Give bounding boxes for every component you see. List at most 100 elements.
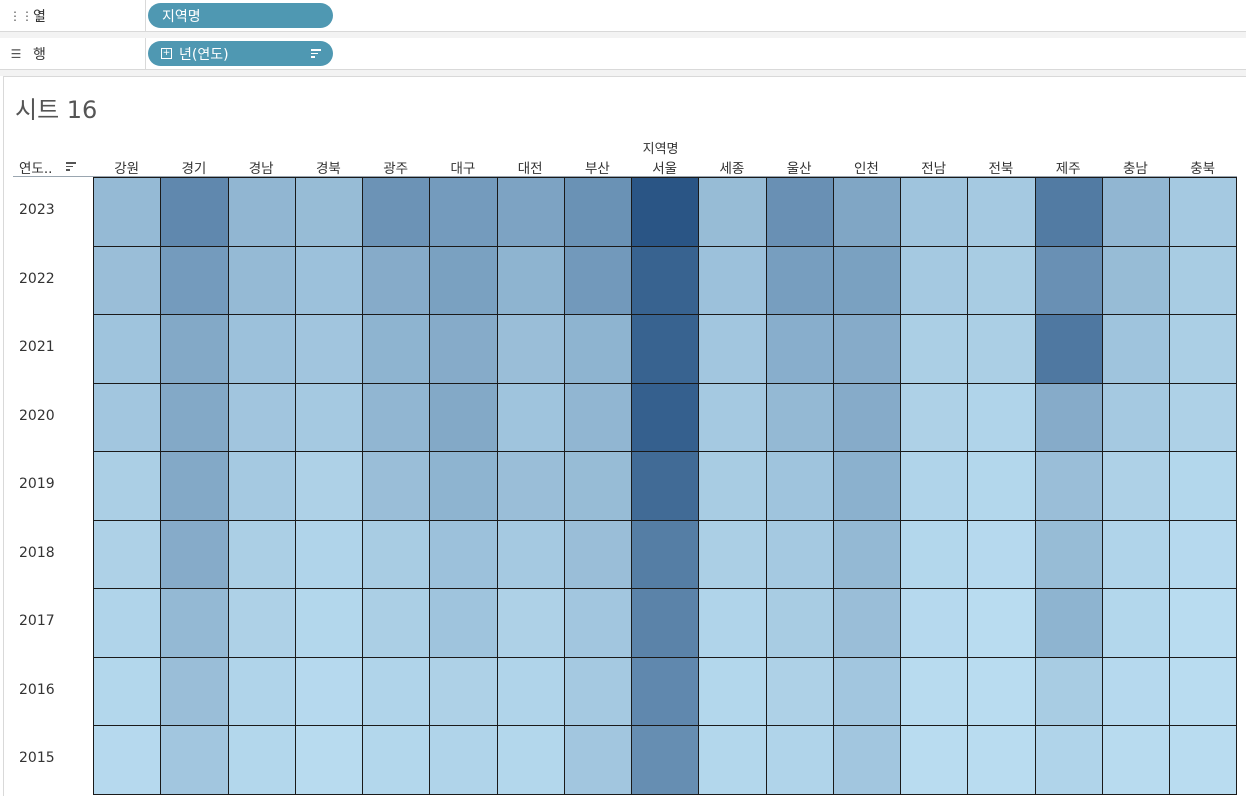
- heatmap-cell[interactable]: [496, 451, 565, 521]
- heatmap-cell[interactable]: [1101, 519, 1170, 589]
- heatmap-cell[interactable]: [429, 588, 498, 658]
- heatmap-cell[interactable]: [496, 588, 565, 658]
- row-header-field[interactable]: 연도..: [19, 157, 52, 177]
- heatmap-cell[interactable]: [294, 314, 363, 384]
- heatmap-cell[interactable]: [429, 314, 498, 384]
- heatmap-cell[interactable]: [429, 451, 498, 521]
- heatmap-cell[interactable]: [1169, 245, 1238, 315]
- heatmap-cell[interactable]: [832, 451, 901, 521]
- column-header[interactable]: 전남: [921, 161, 947, 177]
- heatmap-cell[interactable]: [967, 245, 1036, 315]
- heatmap-cell[interactable]: [496, 519, 565, 589]
- heatmap-cell[interactable]: [362, 656, 431, 726]
- heatmap-cell[interactable]: [294, 382, 363, 452]
- heatmap-cell[interactable]: [362, 451, 431, 521]
- heatmap-cell[interactable]: [294, 656, 363, 726]
- heatmap-cell[interactable]: [1034, 725, 1103, 795]
- column-header[interactable]: 충남: [1122, 161, 1148, 177]
- column-header[interactable]: 경기: [181, 161, 207, 177]
- heatmap-cell[interactable]: [698, 656, 767, 726]
- heatmap-cell[interactable]: [765, 314, 834, 384]
- heatmap-cell[interactable]: [900, 382, 969, 452]
- column-header[interactable]: 인천: [853, 161, 879, 177]
- heatmap-cell[interactable]: [496, 725, 565, 795]
- heatmap-cell[interactable]: [967, 314, 1036, 384]
- heatmap-cell[interactable]: [967, 177, 1036, 247]
- heatmap-cell[interactable]: [832, 314, 901, 384]
- heatmap-cell[interactable]: [160, 314, 229, 384]
- column-header[interactable]: 울산: [786, 161, 812, 177]
- heatmap-cell[interactable]: [429, 177, 498, 247]
- heatmap-cell[interactable]: [765, 451, 834, 521]
- heatmap-cell[interactable]: [93, 656, 162, 726]
- heatmap-cell[interactable]: [563, 177, 632, 247]
- column-header[interactable]: 부산: [584, 161, 610, 177]
- heatmap-cell[interactable]: [631, 656, 700, 726]
- heatmap-cell[interactable]: [362, 725, 431, 795]
- row-header[interactable]: 2017: [19, 613, 55, 630]
- rows-pill[interactable]: + 년(연도): [148, 41, 333, 66]
- column-header[interactable]: 대구: [450, 161, 476, 177]
- row-header[interactable]: 2023: [19, 202, 55, 219]
- heatmap-cell[interactable]: [631, 588, 700, 658]
- heatmap-cell[interactable]: [563, 451, 632, 521]
- heatmap-cell[interactable]: [832, 177, 901, 247]
- heatmap-cell[interactable]: [93, 177, 162, 247]
- heatmap-cell[interactable]: [631, 245, 700, 315]
- heatmap-cell[interactable]: [1169, 451, 1238, 521]
- heatmap-cell[interactable]: [1169, 725, 1238, 795]
- heatmap-cell[interactable]: [1101, 245, 1170, 315]
- heatmap-cell[interactable]: [1034, 177, 1103, 247]
- heatmap-cell[interactable]: [1034, 382, 1103, 452]
- heatmap-cell[interactable]: [294, 177, 363, 247]
- heatmap-cell[interactable]: [967, 382, 1036, 452]
- heatmap-cell[interactable]: [93, 588, 162, 658]
- heatmap-cell[interactable]: [362, 588, 431, 658]
- heatmap-cell[interactable]: [227, 177, 296, 247]
- heatmap-cell[interactable]: [832, 382, 901, 452]
- columns-pill[interactable]: 지역명: [148, 3, 333, 28]
- heatmap-cell[interactable]: [227, 245, 296, 315]
- heatmap-cell[interactable]: [93, 245, 162, 315]
- row-header[interactable]: 2016: [19, 681, 55, 698]
- heatmap-cell[interactable]: [496, 314, 565, 384]
- heatmap-cell[interactable]: [93, 725, 162, 795]
- heatmap-cell[interactable]: [160, 656, 229, 726]
- heatmap-cell[interactable]: [227, 588, 296, 658]
- heatmap-cell[interactable]: [1101, 177, 1170, 247]
- heatmap-cell[interactable]: [765, 382, 834, 452]
- heatmap-cell[interactable]: [1034, 588, 1103, 658]
- heatmap-cell[interactable]: [698, 177, 767, 247]
- heatmap-cell[interactable]: [294, 245, 363, 315]
- heatmap-cell[interactable]: [698, 725, 767, 795]
- heatmap-cell[interactable]: [294, 519, 363, 589]
- heatmap-cell[interactable]: [631, 382, 700, 452]
- heatmap-cell[interactable]: [429, 725, 498, 795]
- heatmap-cell[interactable]: [160, 177, 229, 247]
- heatmap-cell[interactable]: [1034, 519, 1103, 589]
- heatmap-cell[interactable]: [563, 314, 632, 384]
- heatmap-cell[interactable]: [631, 725, 700, 795]
- heatmap-cell[interactable]: [1101, 656, 1170, 726]
- column-header[interactable]: 충북: [1190, 161, 1216, 177]
- heatmap-cell[interactable]: [967, 519, 1036, 589]
- heatmap-cell[interactable]: [93, 382, 162, 452]
- heatmap-cell[interactable]: [1034, 451, 1103, 521]
- sort-icon[interactable]: [311, 49, 321, 58]
- heatmap-cell[interactable]: [967, 725, 1036, 795]
- heatmap-cell[interactable]: [496, 245, 565, 315]
- heatmap-cell[interactable]: [900, 588, 969, 658]
- heatmap-cell[interactable]: [429, 382, 498, 452]
- heatmap-cell[interactable]: [93, 314, 162, 384]
- heatmap-cell[interactable]: [698, 245, 767, 315]
- heatmap-cell[interactable]: [631, 451, 700, 521]
- heatmap-cell[interactable]: [1101, 314, 1170, 384]
- heatmap-cell[interactable]: [1169, 519, 1238, 589]
- heatmap-cell[interactable]: [1034, 314, 1103, 384]
- heatmap-cell[interactable]: [294, 588, 363, 658]
- column-header[interactable]: 전북: [988, 161, 1014, 177]
- heatmap-cell[interactable]: [160, 451, 229, 521]
- column-header[interactable]: 세종: [719, 161, 745, 177]
- column-header[interactable]: 경북: [315, 161, 341, 177]
- heatmap-cell[interactable]: [967, 656, 1036, 726]
